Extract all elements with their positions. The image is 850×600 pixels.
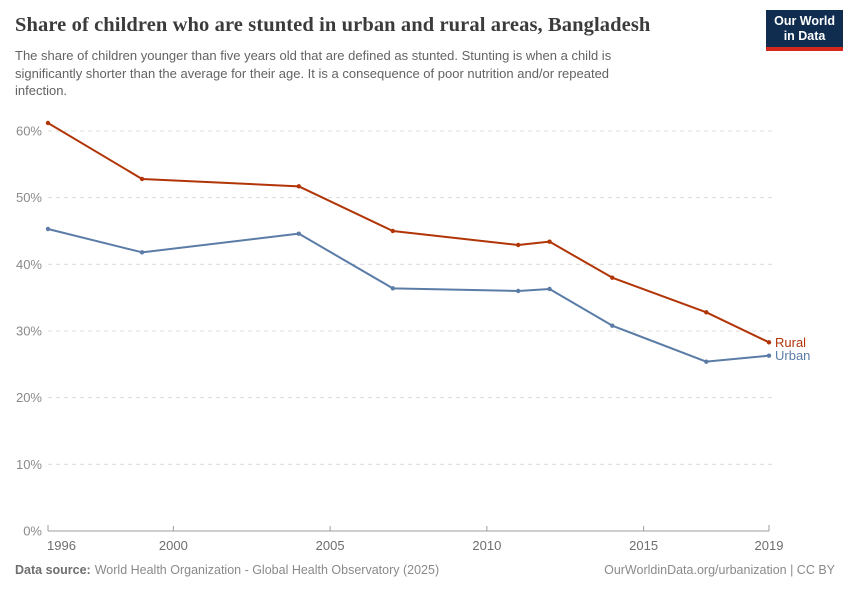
chart-subtitle: The share of children younger than five … <box>15 47 611 100</box>
series-label-urban[interactable]: Urban <box>775 348 810 363</box>
data-point-rural-2011[interactable] <box>516 242 521 248</box>
y-tick-label-60: 60% <box>16 124 42 139</box>
series-line-rural[interactable] <box>47 122 770 344</box>
data-point-rural-2007[interactable] <box>390 228 396 234</box>
subtitle-line: The share of children younger than five … <box>15 48 612 63</box>
data-point-urban-2011[interactable] <box>516 288 521 294</box>
owid-logo[interactable]: Our World in Data <box>766 10 843 51</box>
line-chart: 0% 10% 20% 30% 40% 50% 60% 1996 2000 2005 2010 2015… <box>0 106 850 561</box>
y-tick-label-0: 0% <box>23 524 42 539</box>
subtitle-line: significantly shorter than the average f… <box>15 65 610 81</box>
data-point-rural-2012[interactable] <box>547 239 552 244</box>
x-tick-label-1996: 1996 <box>47 538 76 553</box>
x-tick-label-2015: 2015 <box>629 538 658 553</box>
data-point-rural-2004[interactable] <box>296 184 301 189</box>
data-point-urban-2004[interactable] <box>296 231 301 236</box>
data-point-rural-2014[interactable] <box>610 275 615 280</box>
page-title: Share of children who are stunted in urb… <box>15 14 651 36</box>
data-point-urban-1996[interactable] <box>45 226 51 232</box>
y-tick-label-20: 20% <box>16 390 42 405</box>
data-point-urban-2014[interactable] <box>610 323 615 328</box>
data-point-urban-2019[interactable] <box>766 353 772 358</box>
data-point-urban-2007[interactable] <box>390 286 396 291</box>
data-source-text: World Health Organization - Global Healt… <box>94 563 440 577</box>
data-source-label: Data source: <box>15 563 91 577</box>
data-point-rural-1996[interactable] <box>45 120 51 126</box>
x-tick-label-2000: 2000 <box>159 538 188 553</box>
y-tick-label-10: 10% <box>16 457 42 472</box>
subtitle-line: infection. <box>15 83 68 98</box>
y-tick-label-30: 30% <box>16 324 42 339</box>
y-tick-label-50: 50% <box>16 190 42 205</box>
y-tick-label-40: 40% <box>16 257 42 272</box>
attribution-link[interactable]: OurWorldinData.org/urbanization | CC BY <box>604 563 835 577</box>
owid-logo-line2: in Data <box>783 29 826 43</box>
data-point-rural-1999[interactable] <box>139 176 145 182</box>
x-tick-label-2019: 2019 <box>755 538 784 553</box>
owid-logo-line1: Our World <box>774 14 835 28</box>
data-point-urban-1999[interactable] <box>139 250 145 255</box>
x-tick-label-2010: 2010 <box>472 538 501 553</box>
x-tick-label-2005: 2005 <box>316 538 345 553</box>
data-point-urban-2017[interactable] <box>704 359 709 364</box>
data-point-urban-2012[interactable] <box>547 286 552 292</box>
line-chart-svg: 0% 10% 20% 30% 40% 50% 60% 1996 2000 2005 2010 2015… <box>16 120 810 553</box>
series-label-rural[interactable]: Rural <box>775 335 806 350</box>
data-source: Data source: World Health Organization - … <box>15 562 439 578</box>
data-point-rural-2017[interactable] <box>704 310 709 315</box>
data-point-rural-2019[interactable] <box>766 340 772 345</box>
chart-footer: Data source: World Health Organization - … <box>15 562 835 578</box>
